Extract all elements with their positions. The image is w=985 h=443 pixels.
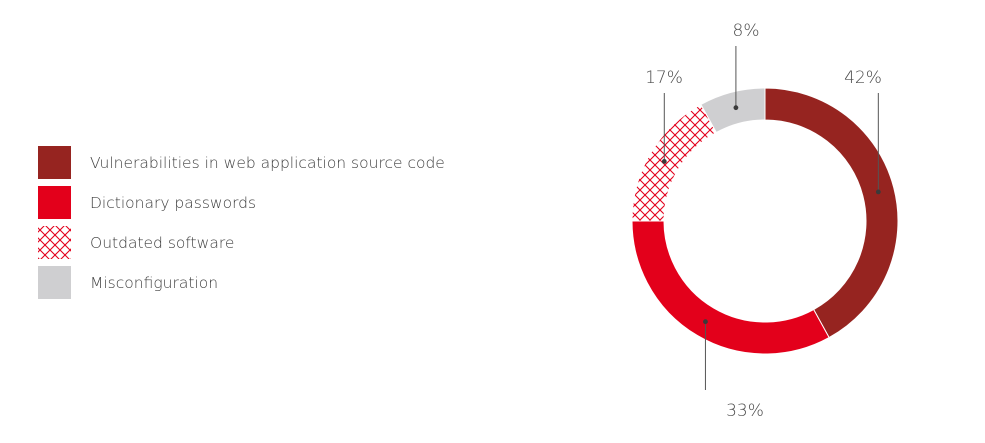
slice-outdated-software: [631, 103, 718, 222]
slice-vulnerabilities-in-web-application-source-code: [764, 87, 899, 339]
legend-swatch-vulnerabilities-in-web-application-source-code: [38, 146, 71, 179]
value-label-dictionary-passwords: 33%: [726, 401, 764, 421]
value-label-outdated-software: 17%: [645, 68, 683, 88]
value-label-misconfiguration: 8%: [733, 21, 760, 41]
legend-label-outdated-software: Outdated software: [90, 234, 234, 252]
donut-slices: [631, 87, 899, 355]
value-labels: 42% 33% 17% 8%: [645, 21, 882, 421]
legend-swatch-outdated-software: [38, 226, 71, 259]
legend-swatch-dictionary-passwords: [38, 186, 71, 219]
leader-dot: [875, 189, 881, 195]
slice-misconfiguration: [700, 87, 766, 134]
legend-swatch-misconfiguration: [38, 266, 71, 299]
leader-dot: [733, 105, 739, 111]
legend-label-dictionary-passwords: Dictionary passwords: [90, 194, 256, 212]
label-leaders: [661, 46, 881, 390]
leader-dot: [661, 159, 667, 164]
value-label-vulnerabilities-in-web-application-source-code: 42%: [844, 68, 882, 88]
legend-label-misconfiguration: Misconfiguration: [90, 274, 218, 292]
legend: Vulnerabilities in web application sourc…: [38, 146, 445, 299]
slice-dictionary-passwords: [631, 220, 830, 355]
leader-dot: [703, 319, 708, 325]
legend-label-vulnerabilities-in-web-application-source-code: Vulnerabilities in web application sourc…: [90, 154, 445, 172]
